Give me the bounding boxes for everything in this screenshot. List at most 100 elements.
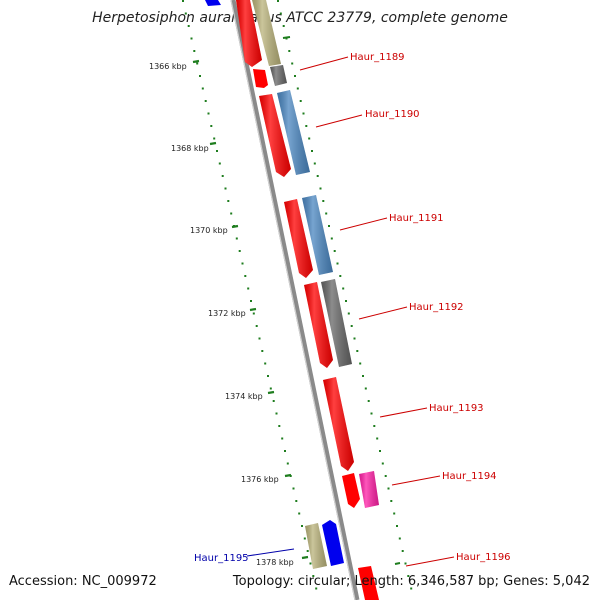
ruler-dot bbox=[255, 325, 258, 327]
feature-1196-red bbox=[358, 566, 379, 600]
ruler-dot bbox=[201, 87, 204, 90]
tick-1378: 1378 kbp bbox=[256, 555, 309, 567]
gene-label-haur-1190[interactable]: Haur_1190 bbox=[365, 109, 420, 120]
tick-1370: 1370 kbp bbox=[190, 224, 239, 235]
feature-1193-red bbox=[323, 377, 354, 471]
gene-label-haur-1189[interactable]: Haur_1189 bbox=[350, 52, 405, 63]
ruler-dot bbox=[241, 262, 244, 265]
ruler-dot bbox=[269, 387, 272, 390]
ruler-dot bbox=[294, 75, 296, 77]
ruler-dot bbox=[404, 562, 407, 565]
ruler-dot bbox=[247, 287, 250, 290]
ruler-dot bbox=[288, 50, 291, 52]
ruler-dot bbox=[359, 362, 362, 365]
tick-label-1368: 1368 kbp bbox=[171, 144, 209, 153]
ruler-dot bbox=[398, 537, 401, 540]
tick-label-1378: 1378 kbp bbox=[256, 558, 294, 567]
map-title: Herpetosiphon aurantiacus ATCC 23779, co… bbox=[92, 10, 508, 26]
feature-top-red bbox=[236, 0, 262, 67]
ruler-dot bbox=[362, 375, 364, 377]
ruler-dot bbox=[261, 350, 264, 352]
feature-1194-magenta bbox=[359, 471, 379, 508]
ruler-dot bbox=[410, 587, 413, 590]
tick-label-1374: 1374 kbp bbox=[225, 392, 263, 401]
tick-1368: 1368 kbp bbox=[171, 141, 217, 153]
feature-1191-blue bbox=[302, 195, 333, 275]
ruler-dot bbox=[250, 300, 252, 302]
feature-1190-red bbox=[259, 94, 291, 177]
ruler-dot bbox=[244, 275, 247, 277]
ruler-dot bbox=[379, 450, 381, 452]
tick-1374: 1374 kbp bbox=[225, 390, 275, 401]
accession-text: Accession: NC_009972 bbox=[9, 574, 157, 589]
ruler-dot bbox=[204, 100, 207, 102]
ruler-dot bbox=[258, 337, 261, 340]
feature-1189-red bbox=[253, 69, 268, 88]
gene-label-haur-1191[interactable]: Haur_1191 bbox=[389, 213, 444, 224]
ruler-dot bbox=[373, 425, 376, 427]
gene-label-haur-1195[interactable]: Haur_1195 bbox=[194, 553, 249, 564]
ruler-dot bbox=[305, 125, 308, 127]
ruler-dot bbox=[193, 50, 196, 52]
ruler-dot bbox=[291, 62, 294, 65]
genome-backbone bbox=[230, 0, 360, 600]
ruler-dot bbox=[199, 75, 201, 77]
ruler-dot bbox=[390, 500, 393, 502]
ruler-dot bbox=[210, 125, 213, 127]
ruler-dot bbox=[309, 562, 312, 565]
ruler-dot bbox=[313, 162, 316, 165]
tick-1372: 1372 kbp bbox=[208, 307, 257, 318]
tick-label-1376: 1376 kbp bbox=[241, 475, 279, 484]
ruler-dot bbox=[190, 37, 193, 40]
ruler-dot bbox=[284, 450, 286, 452]
feature-1192-red bbox=[304, 282, 333, 368]
genome-backbone-highlight bbox=[230, 0, 356, 600]
ruler-dot bbox=[301, 525, 303, 527]
ruler-dot bbox=[364, 387, 367, 390]
feature-1189-gray bbox=[270, 65, 287, 86]
ruler-dot bbox=[299, 100, 302, 102]
ruler-dot bbox=[286, 462, 289, 465]
ruler-dot bbox=[221, 175, 224, 177]
ruler-dot bbox=[187, 25, 190, 27]
ruler-dot bbox=[264, 362, 267, 365]
ruler-dot bbox=[306, 550, 309, 552]
ruler-dotted-lines bbox=[182, 0, 413, 590]
ruler-dot bbox=[407, 575, 410, 577]
gene-label-haur-1193[interactable]: Haur_1193 bbox=[429, 403, 484, 414]
ruler-dot bbox=[312, 575, 315, 577]
feature-1191-red bbox=[284, 199, 313, 278]
tick-1366: 1366 kbp bbox=[149, 59, 200, 71]
gene-label-haur-1192[interactable]: Haur_1192 bbox=[409, 302, 464, 313]
ruler-dot bbox=[376, 437, 379, 440]
feature-1192-gray bbox=[321, 279, 352, 367]
ruler-dot bbox=[367, 400, 370, 402]
ruler-dot bbox=[401, 550, 404, 552]
ruler-dot bbox=[272, 400, 275, 402]
ruler-dot bbox=[196, 62, 199, 65]
tick-label-1366: 1366 kbp bbox=[149, 62, 187, 71]
label-leaders bbox=[246, 56, 455, 567]
ruler-dot bbox=[213, 137, 216, 140]
gene-label-haur-1196[interactable]: Haur_1196 bbox=[456, 552, 511, 563]
ruler-dot bbox=[396, 525, 398, 527]
ruler-dot bbox=[303, 537, 306, 540]
feature-top-khaki bbox=[252, 0, 281, 66]
ruler-dot bbox=[336, 262, 339, 265]
ruler-dot bbox=[333, 250, 336, 252]
ruler-dot bbox=[325, 212, 328, 215]
ruler-dot bbox=[339, 275, 342, 277]
ruler-dot bbox=[345, 300, 347, 302]
ruler-dot bbox=[330, 237, 333, 240]
feature-1190-blue bbox=[277, 90, 310, 175]
ruler-dot bbox=[370, 412, 373, 415]
ruler-dot bbox=[207, 112, 210, 115]
ruler-dot bbox=[381, 462, 384, 465]
gene-label-haur-1194[interactable]: Haur_1194 bbox=[442, 471, 497, 482]
ruler-dot bbox=[356, 350, 359, 352]
ruler-dot bbox=[218, 162, 221, 165]
feature-1195-khaki bbox=[305, 523, 327, 569]
ruler-dot bbox=[252, 312, 255, 315]
ruler-dot bbox=[224, 187, 227, 190]
